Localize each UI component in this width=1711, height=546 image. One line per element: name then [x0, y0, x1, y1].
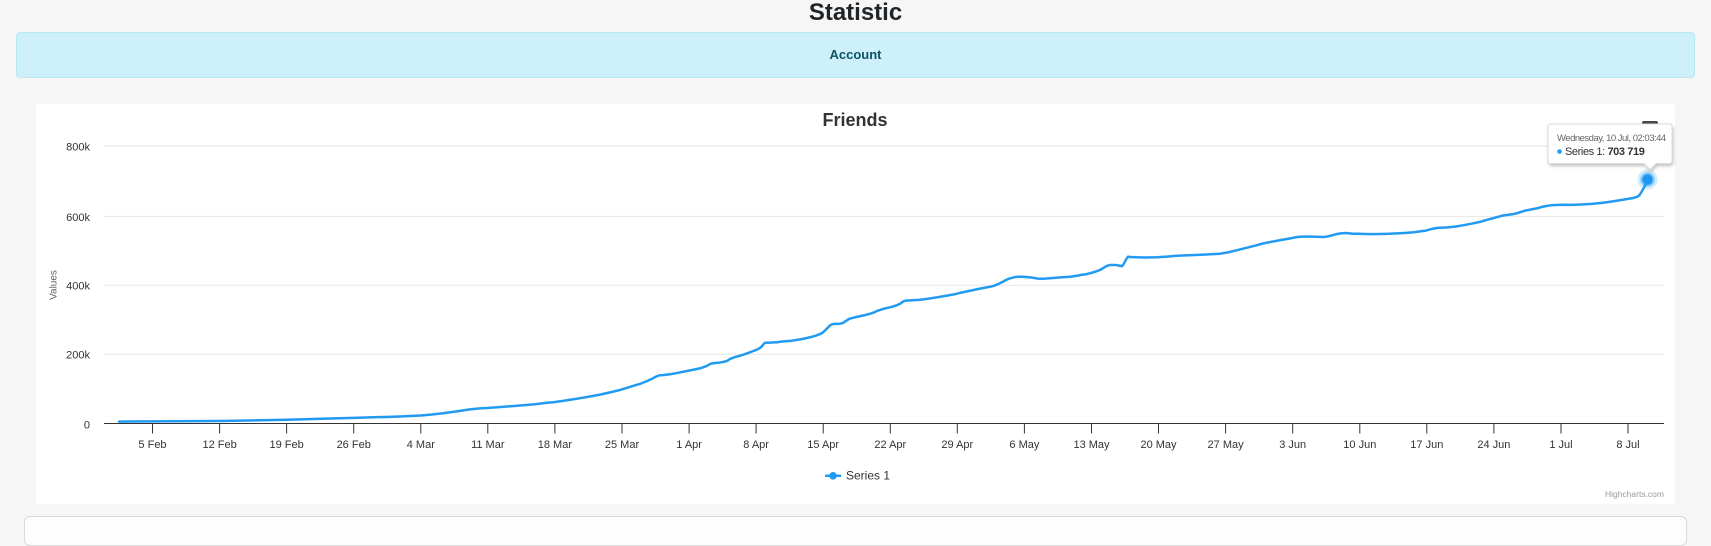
- svg-text:6 May: 6 May: [1009, 439, 1039, 451]
- svg-text:4 Mar: 4 Mar: [407, 439, 435, 451]
- svg-text:Friends: Friends: [822, 110, 887, 130]
- svg-text:5 Feb: 5 Feb: [138, 439, 166, 451]
- svg-text:11 Mar: 11 Mar: [471, 439, 505, 451]
- svg-text:15 Apr: 15 Apr: [807, 439, 839, 451]
- svg-text:3 Jun: 3 Jun: [1279, 439, 1306, 451]
- svg-text:10 Jun: 10 Jun: [1343, 439, 1376, 451]
- svg-text:800k: 800k: [66, 142, 90, 154]
- svg-text:0: 0: [84, 420, 90, 432]
- svg-text:8 Jul: 8 Jul: [1616, 439, 1639, 451]
- svg-text:Wednesday, 10 Jul, 02:03:44: Wednesday, 10 Jul, 02:03:44: [1557, 133, 1666, 144]
- svg-text:Series 1: 703 719: Series 1: 703 719: [1565, 146, 1645, 158]
- svg-text:1 Jul: 1 Jul: [1549, 439, 1572, 451]
- svg-text:29 Apr: 29 Apr: [941, 439, 973, 451]
- svg-text:18 Mar: 18 Mar: [538, 439, 573, 451]
- svg-text:Highcharts.com: Highcharts.com: [1605, 489, 1664, 499]
- svg-text:24 Jun: 24 Jun: [1477, 439, 1510, 451]
- svg-text:25 Mar: 25 Mar: [605, 439, 640, 451]
- svg-text:13 May: 13 May: [1073, 439, 1110, 451]
- svg-text:1 Apr: 1 Apr: [676, 439, 702, 451]
- svg-text:26 Feb: 26 Feb: [337, 439, 371, 451]
- svg-text:19 Feb: 19 Feb: [269, 439, 303, 451]
- svg-text:20 May: 20 May: [1140, 439, 1177, 451]
- svg-text:Values: Values: [49, 270, 60, 300]
- svg-text:Series 1: Series 1: [846, 469, 890, 483]
- svg-text:12 Feb: 12 Feb: [202, 439, 236, 451]
- svg-text:8 Apr: 8 Apr: [743, 439, 769, 451]
- svg-text:200k: 200k: [66, 350, 90, 362]
- svg-text:600k: 600k: [66, 212, 90, 224]
- svg-text:17 Jun: 17 Jun: [1410, 439, 1443, 451]
- svg-text:27 May: 27 May: [1208, 439, 1245, 451]
- svg-text:22 Apr: 22 Apr: [874, 439, 906, 451]
- svg-text:400k: 400k: [66, 281, 90, 293]
